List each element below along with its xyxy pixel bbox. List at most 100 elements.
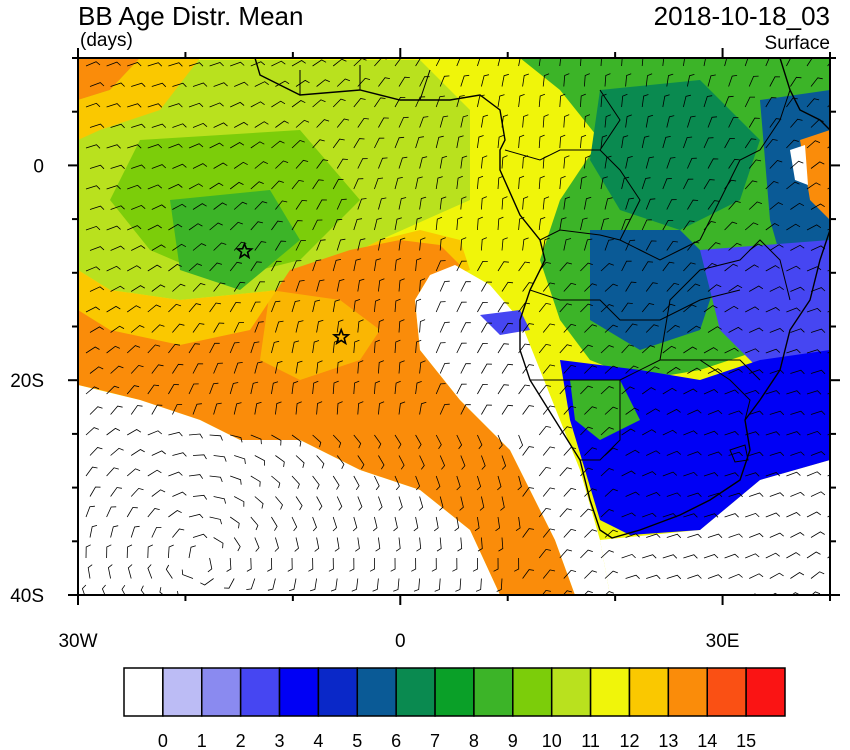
wind-barb <box>127 265 142 272</box>
wind-barb <box>147 469 162 477</box>
wind-barb <box>641 94 649 108</box>
wind-barb <box>110 205 125 210</box>
wind-barb <box>790 451 805 456</box>
wind-barb <box>474 516 480 532</box>
wind-barb <box>625 407 640 415</box>
wind-barb <box>456 434 463 450</box>
wind-barb <box>430 599 437 611</box>
wind-barb <box>209 222 223 231</box>
wind-barb <box>683 58 686 67</box>
wind-barb <box>131 82 146 87</box>
wind-barb <box>786 181 800 190</box>
wind-barb <box>481 237 487 251</box>
wind-barb <box>172 283 186 292</box>
wind-barb <box>460 237 467 251</box>
wind-barb <box>563 196 571 210</box>
wind-barb <box>662 429 677 436</box>
wind-barb <box>542 569 556 579</box>
wind-barb <box>295 496 303 511</box>
wind-barb <box>683 220 695 231</box>
wind-barb <box>295 320 304 333</box>
wind-barb <box>378 237 386 251</box>
wind-barb <box>786 349 801 354</box>
wind-barb <box>456 260 467 272</box>
wind-barb <box>130 525 140 538</box>
x-tick-label: 30W <box>58 631 97 652</box>
wind-barb <box>517 475 522 491</box>
wind-barb <box>130 405 143 415</box>
wind-barb <box>563 282 577 292</box>
wind-barb <box>250 381 259 395</box>
wind-barb <box>192 163 208 169</box>
wind-barb <box>748 201 763 210</box>
wind-barb <box>151 164 167 169</box>
wind-barb <box>460 322 471 333</box>
wind-barb <box>666 199 677 210</box>
wind-barb <box>209 182 224 190</box>
wind-barb <box>707 492 723 498</box>
wind-barb <box>419 360 426 374</box>
wind-barb <box>106 144 121 149</box>
wind-barb <box>151 404 163 415</box>
wind-barb <box>810 451 826 456</box>
wind-barb <box>419 156 428 169</box>
wind-barb <box>226 557 232 572</box>
wind-barb <box>580 344 593 354</box>
wind-barb <box>621 93 628 108</box>
wind-barb <box>518 384 530 395</box>
wind-barb <box>455 578 462 592</box>
wind-barb <box>419 278 426 292</box>
wind-barb <box>771 592 779 595</box>
wind-barb <box>683 554 698 559</box>
wind-barb <box>728 158 740 169</box>
wind-barb <box>745 389 760 395</box>
wind-barb <box>501 363 514 374</box>
wind-barb <box>415 58 422 67</box>
wind-barb <box>304 599 313 610</box>
wind-barb <box>832 121 845 128</box>
wind-barb <box>786 265 801 272</box>
wind-barb <box>291 340 300 354</box>
wind-barb <box>127 564 133 579</box>
wind-barb <box>357 401 364 415</box>
wind-barb <box>724 95 734 108</box>
wind-barb <box>415 434 422 449</box>
wind-barb <box>353 339 360 354</box>
wind-barb <box>786 552 801 559</box>
wind-barb <box>563 364 577 374</box>
wind-barb <box>398 401 406 415</box>
wind-barb <box>832 411 846 415</box>
wind-barb <box>538 548 551 559</box>
wind-barb <box>353 299 361 313</box>
wind-barb <box>439 455 446 470</box>
wind-barb <box>89 164 105 170</box>
wind-barb <box>254 241 267 251</box>
wind-barb <box>790 286 805 292</box>
wind-barb <box>724 347 739 354</box>
colorbar-swatch <box>278 667 320 717</box>
wind-barb <box>522 569 535 579</box>
wind-barb <box>336 118 350 128</box>
wind-barb <box>810 571 825 579</box>
wind-barb <box>168 223 183 231</box>
wind-barb <box>357 158 368 169</box>
wind-barb <box>501 322 514 333</box>
wind-barb <box>439 115 449 128</box>
wind-barb <box>334 537 340 552</box>
wind-barb <box>765 472 781 477</box>
wind-barb <box>625 323 638 333</box>
wind-barb <box>435 176 443 190</box>
colorbar-label: 3 <box>275 731 285 750</box>
wind-barb <box>518 94 525 108</box>
wind-barb <box>683 136 693 149</box>
wind-barb <box>580 58 582 67</box>
wind-barb <box>316 159 329 169</box>
wind-barb <box>295 360 303 374</box>
wind-barb <box>646 574 661 580</box>
wind-barb <box>806 511 822 518</box>
wind-barb <box>745 306 760 313</box>
wind-barb <box>625 365 639 374</box>
wind-barb <box>433 516 439 532</box>
wind-barb <box>600 345 614 354</box>
wind-barb <box>625 533 640 538</box>
